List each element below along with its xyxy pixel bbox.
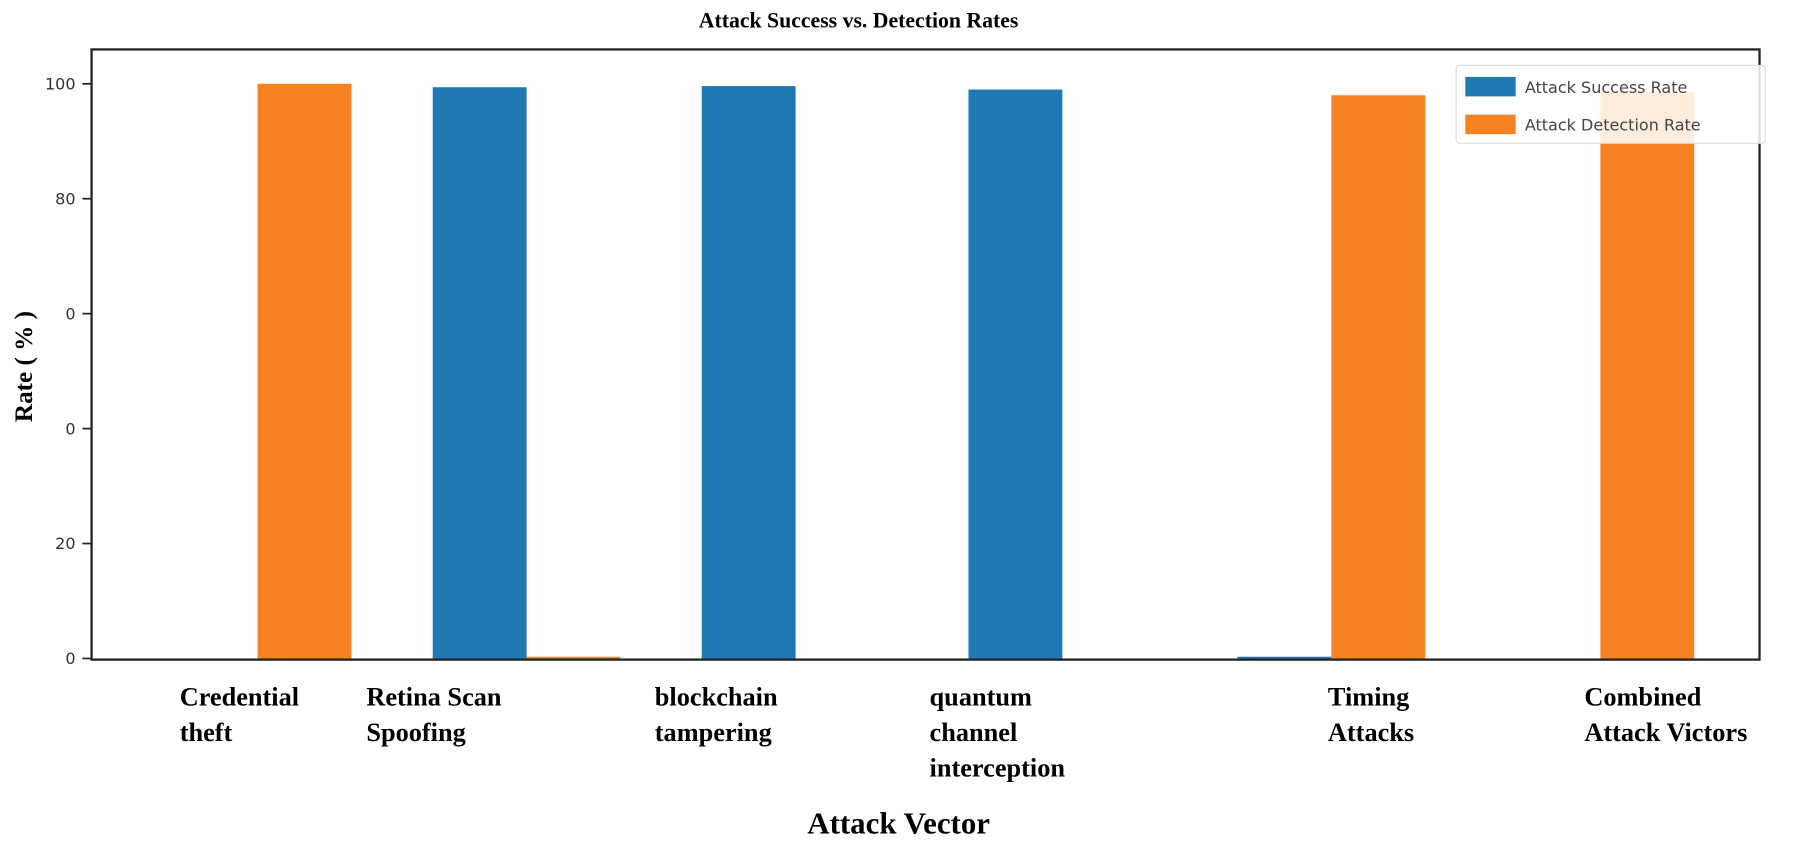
legend-swatch (1465, 76, 1516, 97)
x-tick-label: Timing Attacks (1328, 682, 1414, 746)
legend: Attack Success Rate Attack Detection Rate (1455, 64, 1766, 144)
legend-box (1455, 64, 1766, 144)
y-tick-label: 0 (65, 649, 75, 668)
x-tick-label: quantum channel interception (930, 682, 1066, 782)
x-axis-label: Attack Vector (807, 806, 990, 841)
bar-detection-0 (257, 83, 352, 659)
plot-frame (90, 48, 1761, 661)
y-axis-label: Rate ( % ) (11, 311, 38, 422)
legend-swatch (1465, 114, 1516, 135)
bar-success-1 (432, 87, 527, 659)
x-tick-label: blockchain tampering (655, 682, 778, 746)
legend-label: Attack Success Rate (1525, 78, 1688, 97)
legend-label: Attack Detection Rate (1525, 116, 1701, 135)
y-tick-label: 20 (55, 534, 75, 553)
x-tick-label: Combined Attack Victors (1584, 682, 1747, 746)
bar-success-2 (701, 86, 796, 659)
bar-success-3 (968, 89, 1063, 659)
x-tick-label: Retina Scan Spoofing (366, 682, 502, 746)
y-tick-label: 0 (65, 419, 75, 438)
bar-detection-1 (526, 656, 621, 659)
bar-success-4 (1237, 656, 1332, 659)
bar-detection-4 (1331, 95, 1426, 659)
y-tick-label: 80 (55, 189, 75, 208)
y-tick-label: 100 (45, 75, 76, 94)
x-tick-label: Credential theft (180, 682, 299, 746)
y-tick-label: 0 (65, 304, 75, 323)
bar-detection-5 (1600, 92, 1695, 659)
chart-title: Attack Success vs. Detection Rates (699, 9, 1019, 33)
